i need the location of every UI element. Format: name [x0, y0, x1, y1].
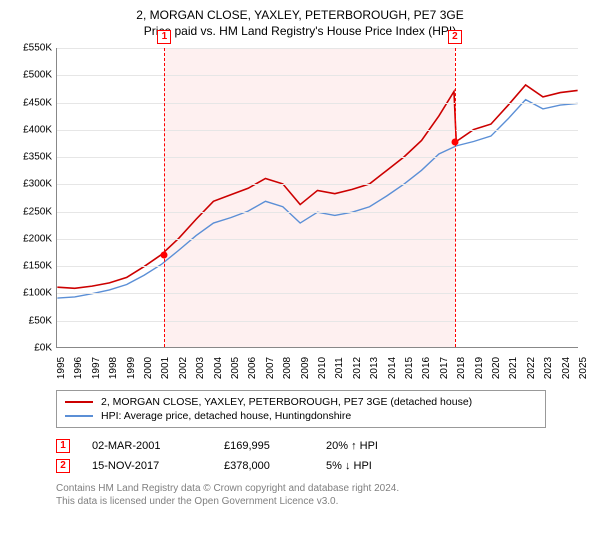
legend-swatch	[65, 415, 93, 417]
x-tick-label: 2009	[300, 357, 311, 379]
y-tick-label: £50K	[29, 315, 52, 326]
gridline	[57, 184, 578, 185]
chart-lines	[57, 48, 578, 347]
x-tick-label: 2013	[369, 357, 380, 379]
x-tick-label: 2022	[526, 357, 537, 379]
sale-vline	[455, 48, 456, 347]
legend-item: 2, MORGAN CLOSE, YAXLEY, PETERBOROUGH, P…	[65, 395, 537, 409]
sale-marker-box: 1	[157, 30, 171, 44]
x-tick-label: 1996	[73, 357, 84, 379]
sale-row-hpi: 20% ↑ HPI	[326, 440, 416, 452]
sale-row-price: £169,995	[224, 440, 304, 452]
legend-label: 2, MORGAN CLOSE, YAXLEY, PETERBOROUGH, P…	[101, 396, 472, 408]
gridline	[57, 48, 578, 49]
x-tick-label: 2017	[439, 357, 450, 379]
gridline	[57, 130, 578, 131]
title-block: 2, MORGAN CLOSE, YAXLEY, PETERBOROUGH, P…	[14, 8, 586, 38]
x-tick-label: 2002	[178, 357, 189, 379]
x-tick-label: 2010	[317, 357, 328, 379]
sale-row-price: £378,000	[224, 460, 304, 472]
x-tick-label: 1999	[126, 357, 137, 379]
chart-area: £0K £50K £100K £150K £200K £250K £300K £350K £40…	[14, 44, 586, 384]
y-tick-label: £450K	[23, 97, 52, 108]
x-tick-label: 1995	[56, 357, 67, 379]
sale-row-date: 15-NOV-2017	[92, 460, 202, 472]
sale-point	[161, 252, 168, 259]
legend-label: HPI: Average price, detached house, Hunt…	[101, 410, 351, 422]
y-tick-label: £500K	[23, 70, 52, 81]
legend-swatch	[65, 401, 93, 403]
x-tick-label: 2020	[491, 357, 502, 379]
x-tick-label: 2023	[543, 357, 554, 379]
gridline	[57, 103, 578, 104]
y-tick-label: £350K	[23, 152, 52, 163]
footer-line2: This data is licensed under the Open Gov…	[56, 495, 586, 508]
x-tick-label: 2004	[213, 357, 224, 379]
x-tick-label: 1997	[91, 357, 102, 379]
gridline	[57, 266, 578, 267]
plot-region: 12	[56, 48, 578, 348]
gridline	[57, 157, 578, 158]
y-tick-label: £250K	[23, 206, 52, 217]
legend: 2, MORGAN CLOSE, YAXLEY, PETERBOROUGH, P…	[56, 390, 546, 428]
legend-item: HPI: Average price, detached house, Hunt…	[65, 409, 537, 423]
gridline	[57, 75, 578, 76]
x-tick-label: 2006	[247, 357, 258, 379]
footer-line1: Contains HM Land Registry data © Crown c…	[56, 482, 586, 495]
sales-table: 1 02-MAR-2001 £169,995 20% ↑ HPI 2 15-NOV-201…	[56, 436, 586, 476]
sale-row-hpi: 5% ↓ HPI	[326, 460, 416, 472]
gridline	[57, 293, 578, 294]
sale-row: 2 15-NOV-2017 £378,000 5% ↓ HPI	[56, 456, 586, 476]
x-tick-label: 2005	[230, 357, 241, 379]
gridline	[57, 321, 578, 322]
sale-marker-box: 2	[448, 30, 462, 44]
y-axis: £0K £50K £100K £150K £200K £250K £300K £350K £40…	[14, 44, 56, 384]
x-tick-label: 1998	[108, 357, 119, 379]
sale-row: 1 02-MAR-2001 £169,995 20% ↑ HPI	[56, 436, 586, 456]
x-tick-label: 2024	[561, 357, 572, 379]
y-tick-label: £150K	[23, 261, 52, 272]
x-tick-label: 2001	[160, 357, 171, 379]
gridline	[57, 212, 578, 213]
y-tick-label: £100K	[23, 288, 52, 299]
x-tick-label: 2011	[334, 357, 345, 379]
sale-row-marker: 2	[56, 459, 70, 473]
x-tick-label: 2014	[387, 357, 398, 379]
y-tick-label: £200K	[23, 233, 52, 244]
series-property	[57, 85, 577, 288]
sale-row-date: 02-MAR-2001	[92, 440, 202, 452]
x-tick-label: 2008	[282, 357, 293, 379]
y-tick-label: £300K	[23, 179, 52, 190]
x-tick-label: 2015	[404, 357, 415, 379]
x-tick-label: 2012	[352, 357, 363, 379]
title-subtitle: Price paid vs. HM Land Registry's House …	[14, 24, 586, 38]
footer: Contains HM Land Registry data © Crown c…	[56, 482, 586, 508]
y-tick-label: £0K	[34, 343, 52, 354]
gridline	[57, 239, 578, 240]
x-tick-label: 2000	[143, 357, 154, 379]
x-axis: 1995 1996 1997 1998 1999 2000 2001 2002 2003 2004…	[56, 350, 578, 380]
chart-container: 2, MORGAN CLOSE, YAXLEY, PETERBOROUGH, P…	[0, 0, 600, 514]
x-tick-label: 2016	[421, 357, 432, 379]
x-tick-label: 2019	[474, 357, 485, 379]
x-tick-label: 2025	[578, 357, 589, 379]
sale-point	[451, 138, 458, 145]
sale-vline	[164, 48, 165, 347]
x-tick-label: 2007	[265, 357, 276, 379]
sale-row-marker: 1	[56, 439, 70, 453]
x-tick-label: 2021	[508, 357, 519, 379]
title-address: 2, MORGAN CLOSE, YAXLEY, PETERBOROUGH, P…	[14, 8, 586, 22]
x-tick-label: 2003	[195, 357, 206, 379]
y-tick-label: £400K	[23, 124, 52, 135]
y-tick-label: £550K	[23, 43, 52, 54]
x-tick-label: 2018	[456, 357, 467, 379]
